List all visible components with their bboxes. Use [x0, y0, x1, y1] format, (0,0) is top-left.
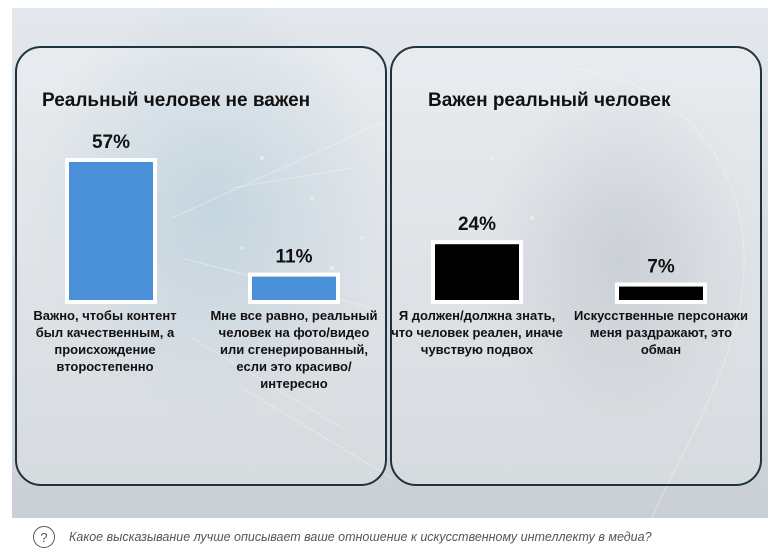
data-label: 57%	[92, 132, 130, 153]
category-label: Я должен/должна знать, что человек реале…	[391, 308, 563, 357]
data-label: 7%	[647, 257, 675, 278]
bar	[248, 272, 340, 305]
category-label: Искусственные персонажи меня раздражают,…	[574, 308, 748, 357]
bar	[431, 240, 523, 304]
category-label: Важно, чтобы контент был качественным, а…	[33, 308, 177, 374]
survey-question: Какое высказывание лучше описывает ваше …	[69, 530, 652, 544]
category-label: Мне все равно, реальный человек на фото/…	[210, 308, 378, 391]
bar	[615, 282, 707, 304]
question-mark-icon: ?	[33, 526, 55, 548]
data-label: 24%	[458, 214, 496, 235]
question-row: ? Какое высказывание лучше описывает ваш…	[33, 525, 652, 549]
data-label: 11%	[276, 247, 313, 268]
panel-title: Важен реальный человек	[428, 90, 671, 111]
bar	[65, 158, 157, 304]
panel-title: Реальный человек не важен	[42, 90, 311, 111]
